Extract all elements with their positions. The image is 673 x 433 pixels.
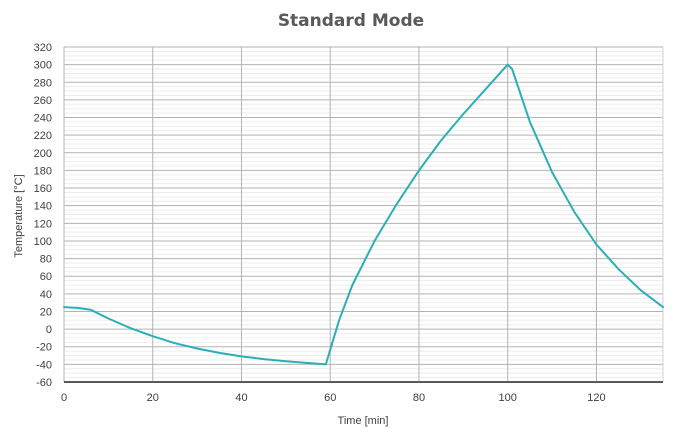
x-axis-ticks: 0 20 40 60 80 100 120 xyxy=(61,392,606,404)
y-tick-label: 240 xyxy=(34,113,52,125)
y-tick-label: -20 xyxy=(36,342,52,354)
y-tick-label: 260 xyxy=(34,95,52,107)
y-tick-label: 160 xyxy=(34,183,52,195)
x-axis-label: Time [min] xyxy=(338,415,389,427)
major-gridlines xyxy=(63,46,664,382)
x-tick-label: 80 xyxy=(413,392,425,404)
y-tick-label: 300 xyxy=(34,60,52,72)
y-tick-label: 120 xyxy=(34,218,52,230)
y-tick-label: 200 xyxy=(34,148,52,160)
x-tick-label: 120 xyxy=(587,392,605,404)
y-tick-label: 100 xyxy=(34,236,52,248)
y-tick-label: -60 xyxy=(36,377,52,389)
y-tick-label: 0 xyxy=(46,324,52,336)
chart-title: Standard Mode xyxy=(278,11,424,31)
y-tick-label: 280 xyxy=(34,77,52,89)
x-tick-label: 0 xyxy=(61,392,67,404)
x-tick-label: 60 xyxy=(324,392,336,404)
y-tick-label: 220 xyxy=(34,130,52,142)
minor-gridlines xyxy=(64,50,663,379)
series-layer xyxy=(63,63,664,366)
y-tick-label: 180 xyxy=(34,165,52,177)
y-tick-label: 20 xyxy=(40,306,52,318)
y-tick-label: 320 xyxy=(34,42,52,54)
series-line xyxy=(63,63,664,366)
x-tick-label: 20 xyxy=(147,392,159,404)
x-tick-label: 100 xyxy=(499,392,517,404)
y-tick-label: 80 xyxy=(40,254,52,266)
y-tick-label: 60 xyxy=(40,271,52,283)
x-tick-label: 40 xyxy=(235,392,247,404)
y-tick-label: 140 xyxy=(34,201,52,213)
y-axis-ticks: -60 -40 -20 0 20 40 60 80 100 120 140 160 180 200 220 2… xyxy=(34,42,52,389)
y-axis-label: Temperature [°C] xyxy=(13,174,25,257)
y-tick-label: 40 xyxy=(40,289,52,301)
y-tick-label: -40 xyxy=(36,359,52,371)
